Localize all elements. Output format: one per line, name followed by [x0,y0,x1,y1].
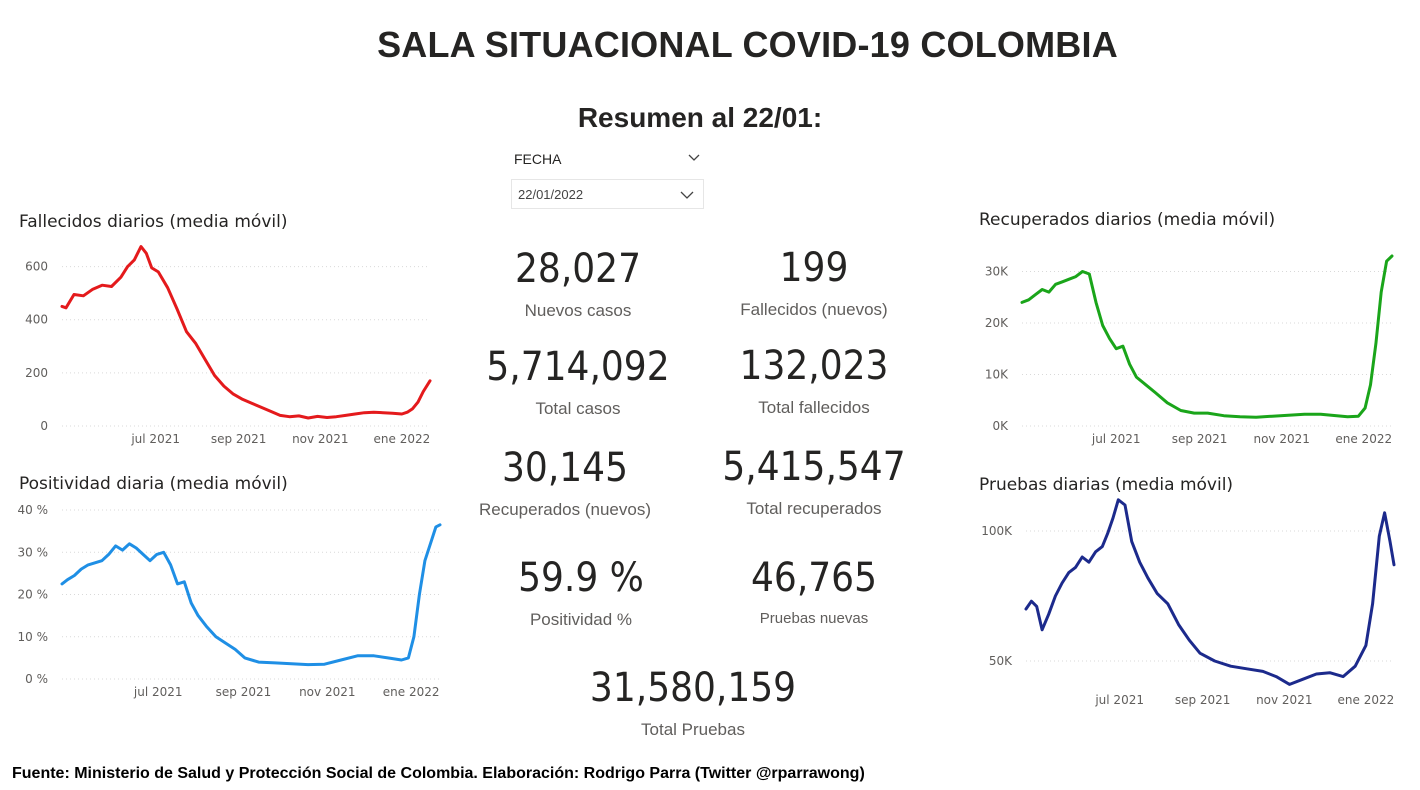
x-tick-label: ene 2022 [1338,693,1395,707]
kpi-pruebas-nuevas: 46,765 Pruebas nuevas [714,558,914,627]
kpi-value: 132,023 [739,343,889,389]
kpi-nuevos-casos: 28,027 Nuevos casos [478,249,678,321]
kpi-recuperados-nuevos: 30,145 Recuperados (nuevos) [455,448,675,520]
recuperados-line-chart[interactable]: 0K 10K 20K 30K jul 2021 sep 2021 nov 2021 ene 2… [970,245,1400,455]
y-tick-label: 0 % [25,672,48,686]
dashboard-title: SALA SITUACIONAL COVID-19 COLOMBIA [377,24,1118,65]
chevron-down-icon[interactable] [686,150,702,166]
x-tick-label: jul 2021 [130,432,180,446]
kpi-value: 28,027 [515,246,641,292]
x-tick-label: nov 2021 [299,685,355,699]
chart-title-fallecidos: Fallecidos diarios (media móvil) [19,212,288,232]
series-line [1020,254,1394,419]
date-slicer-dropdown[interactable]: 22/01/2022 [511,179,704,209]
y-tick-label: 200 [25,366,48,380]
x-tick-label: ene 2022 [1335,432,1392,446]
x-tick-label: nov 2021 [292,432,348,446]
y-tick-label: 10K [985,367,1009,381]
x-tick-label: ene 2022 [383,685,440,699]
kpi-total-recuperados: 5,415,547 Total recuperados [704,447,924,519]
kpi-label: Total fallecidos [758,398,870,417]
x-tick-label: nov 2021 [1256,693,1312,707]
y-tick-label: 30K [985,264,1009,278]
y-tick-label: 40 % [18,503,49,517]
date-slicer-value: 22/01/2022 [518,187,584,202]
y-tick-label: 30 % [18,545,49,559]
y-tick-label: 400 [25,313,48,327]
kpi-label: Total casos [535,399,621,418]
y-tick-label: 20 % [18,588,49,602]
x-tick-label: jul 2021 [133,685,183,699]
y-tick-label: 0K [992,419,1009,433]
y-tick-label: 0 [40,419,48,433]
kpi-label: Pruebas nuevas [759,610,869,627]
kpi-label: Fallecidos (nuevos) [740,300,888,319]
kpi-value: 5,714,092 [486,344,670,390]
x-tick-label: nov 2021 [1253,432,1309,446]
kpi-positividad: 59.9 % Positividad % [481,558,681,630]
kpi-label: Positividad % [529,610,633,629]
kpi-fallecidos-nuevos: 199 Fallecidos (nuevos) [714,248,914,320]
x-tick-label: sep 2021 [1175,693,1231,707]
kpi-value: 5,415,547 [722,444,906,490]
series-line [60,245,432,420]
y-tick-label: 50K [989,654,1013,668]
kpi-value: 46,765 [751,555,877,601]
kpi-total-casos: 5,714,092 Total casos [468,347,688,419]
kpi-label: Total Pruebas [641,720,745,739]
x-tick-label: sep 2021 [1172,432,1228,446]
kpi-value: 59.9 % [518,555,644,601]
x-tick-label: sep 2021 [211,432,267,446]
pruebas-line-chart[interactable]: 50K 100K jul 2021 sep 2021 nov 2021 ene 2022 [970,498,1400,720]
fallecidos-line-chart[interactable]: 0 200 400 600 jul 2021 sep 2021 nov 2021 ene 20… [10,240,450,455]
chart-title-positividad: Positividad diaria (media móvil) [19,474,288,494]
chart-title-recuperados: Recuperados diarios (media móvil) [979,210,1276,230]
series-line [60,523,442,667]
summary-subtitle: Resumen al 22/01: [577,102,823,133]
x-tick-label: sep 2021 [216,685,272,699]
kpi-label: Recuperados (nuevos) [479,500,651,519]
kpi-value: 199 [779,245,849,291]
kpi-label: Nuevos casos [524,301,632,320]
y-tick-label: 100K [981,524,1013,538]
kpi-total-pruebas: 31,580,159 Total Pruebas [563,668,823,740]
series-line [1024,498,1396,686]
y-tick-label: 20K [985,316,1009,330]
date-slicer-label: FECHA [514,151,562,167]
x-tick-label: jul 2021 [1091,432,1141,446]
chevron-down-icon [680,191,694,199]
y-tick-label: 600 [25,260,48,274]
kpi-value: 31,580,159 [589,665,797,711]
x-tick-label: jul 2021 [1094,693,1144,707]
y-tick-label: 10 % [18,630,49,644]
source-footer: Fuente: Ministerio de Salud y Protección… [12,765,865,782]
x-tick-label: ene 2022 [374,432,431,446]
kpi-value: 30,145 [502,445,628,491]
kpi-label: Total recuperados [746,499,882,518]
kpi-total-fallecidos: 132,023 Total fallecidos [714,346,914,418]
positividad-line-chart[interactable]: 0 % 10 % 20 % 30 % 40 % jul 2021 sep 2021 nov 2… [10,500,450,705]
chart-title-pruebas: Pruebas diarias (media móvil) [979,475,1234,495]
